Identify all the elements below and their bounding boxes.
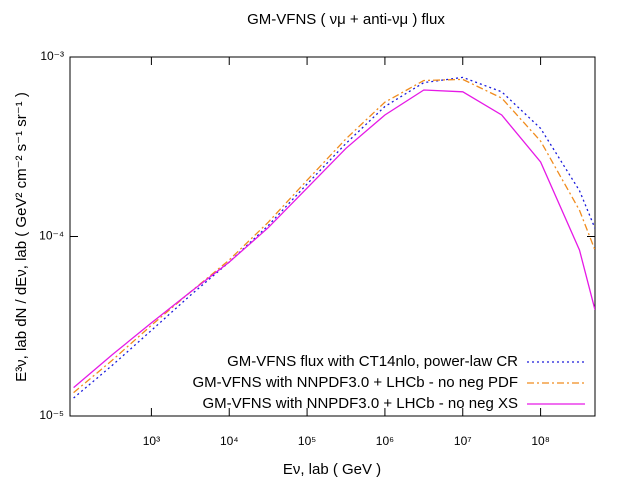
- x-axis-label: Eν, lab ( GeV ): [283, 461, 381, 478]
- y-tick-label: 10⁻⁴: [39, 229, 64, 243]
- legend-label: GM-VFNS flux with CT14nlo, power-law CR: [227, 353, 518, 370]
- y-tick-label: 10⁻³: [40, 49, 64, 63]
- legend-label: GM-VFNS with NNPDF3.0 + LHCb - no neg XS: [202, 395, 518, 412]
- x-tick-label: 10⁶: [376, 434, 394, 448]
- y-axis-label: E³ν, lab dN / dEν, lab ( GeV² cm⁻² s⁻¹ s…: [13, 92, 30, 382]
- x-tick-label: 10⁵: [298, 434, 316, 448]
- series-line: [73, 78, 595, 394]
- chart-title: GM-VFNS ( νμ + anti-νμ ) flux: [247, 11, 445, 28]
- x-tick-label: 10⁸: [531, 434, 549, 448]
- x-tick-label: 10⁴: [220, 434, 239, 448]
- series-line: [73, 76, 595, 399]
- x-tick-label: 10⁷: [454, 434, 472, 448]
- y-tick-label: 10⁻⁵: [39, 408, 64, 422]
- legend-label: GM-VFNS with NNPDF3.0 + LHCb - no neg PD…: [192, 374, 518, 391]
- x-tick-label: 10³: [143, 434, 160, 448]
- series-line: [73, 89, 595, 389]
